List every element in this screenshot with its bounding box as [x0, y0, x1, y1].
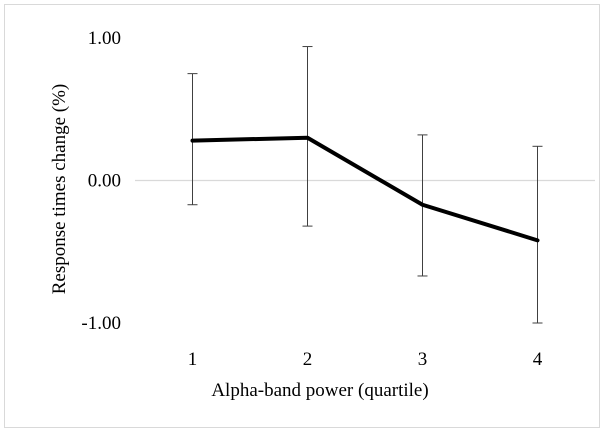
x-tick-label: 4 — [533, 349, 543, 370]
y-axis-title: Response times change (%) — [49, 84, 70, 295]
y-tick-label: -1.00 — [81, 313, 121, 334]
chart-area: 1.00 0.00 -1.00 1 2 3 4 Alpha-band power (qua… — [4, 4, 600, 428]
x-tick-label: 2 — [303, 349, 313, 370]
y-tick-label: 1.00 — [88, 28, 121, 49]
y-tick-label: 0.00 — [88, 171, 121, 192]
x-axis-title: Alpha-band power (quartile) — [211, 380, 428, 401]
x-tick-label: 1 — [188, 349, 198, 370]
line-chart: 1.00 0.00 -1.00 1 2 3 4 Alpha-band power (qua… — [49, 28, 595, 401]
series-line — [190, 135, 540, 243]
x-tick-label: 3 — [418, 349, 428, 370]
